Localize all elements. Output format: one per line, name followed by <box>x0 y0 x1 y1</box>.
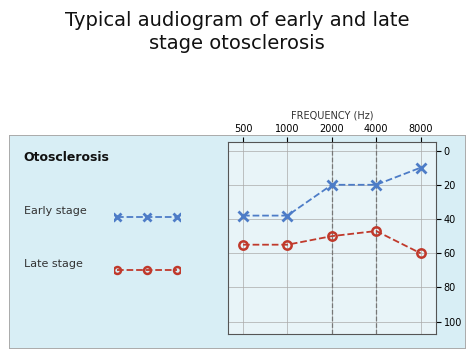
Text: Early stage: Early stage <box>24 206 86 216</box>
Text: Otosclerosis: Otosclerosis <box>24 151 109 164</box>
Text: Typical audiogram of early and late
stage otosclerosis: Typical audiogram of early and late stag… <box>65 11 409 53</box>
Text: Late stage: Late stage <box>24 259 82 269</box>
X-axis label: FREQUENCY (Hz): FREQUENCY (Hz) <box>291 111 373 121</box>
